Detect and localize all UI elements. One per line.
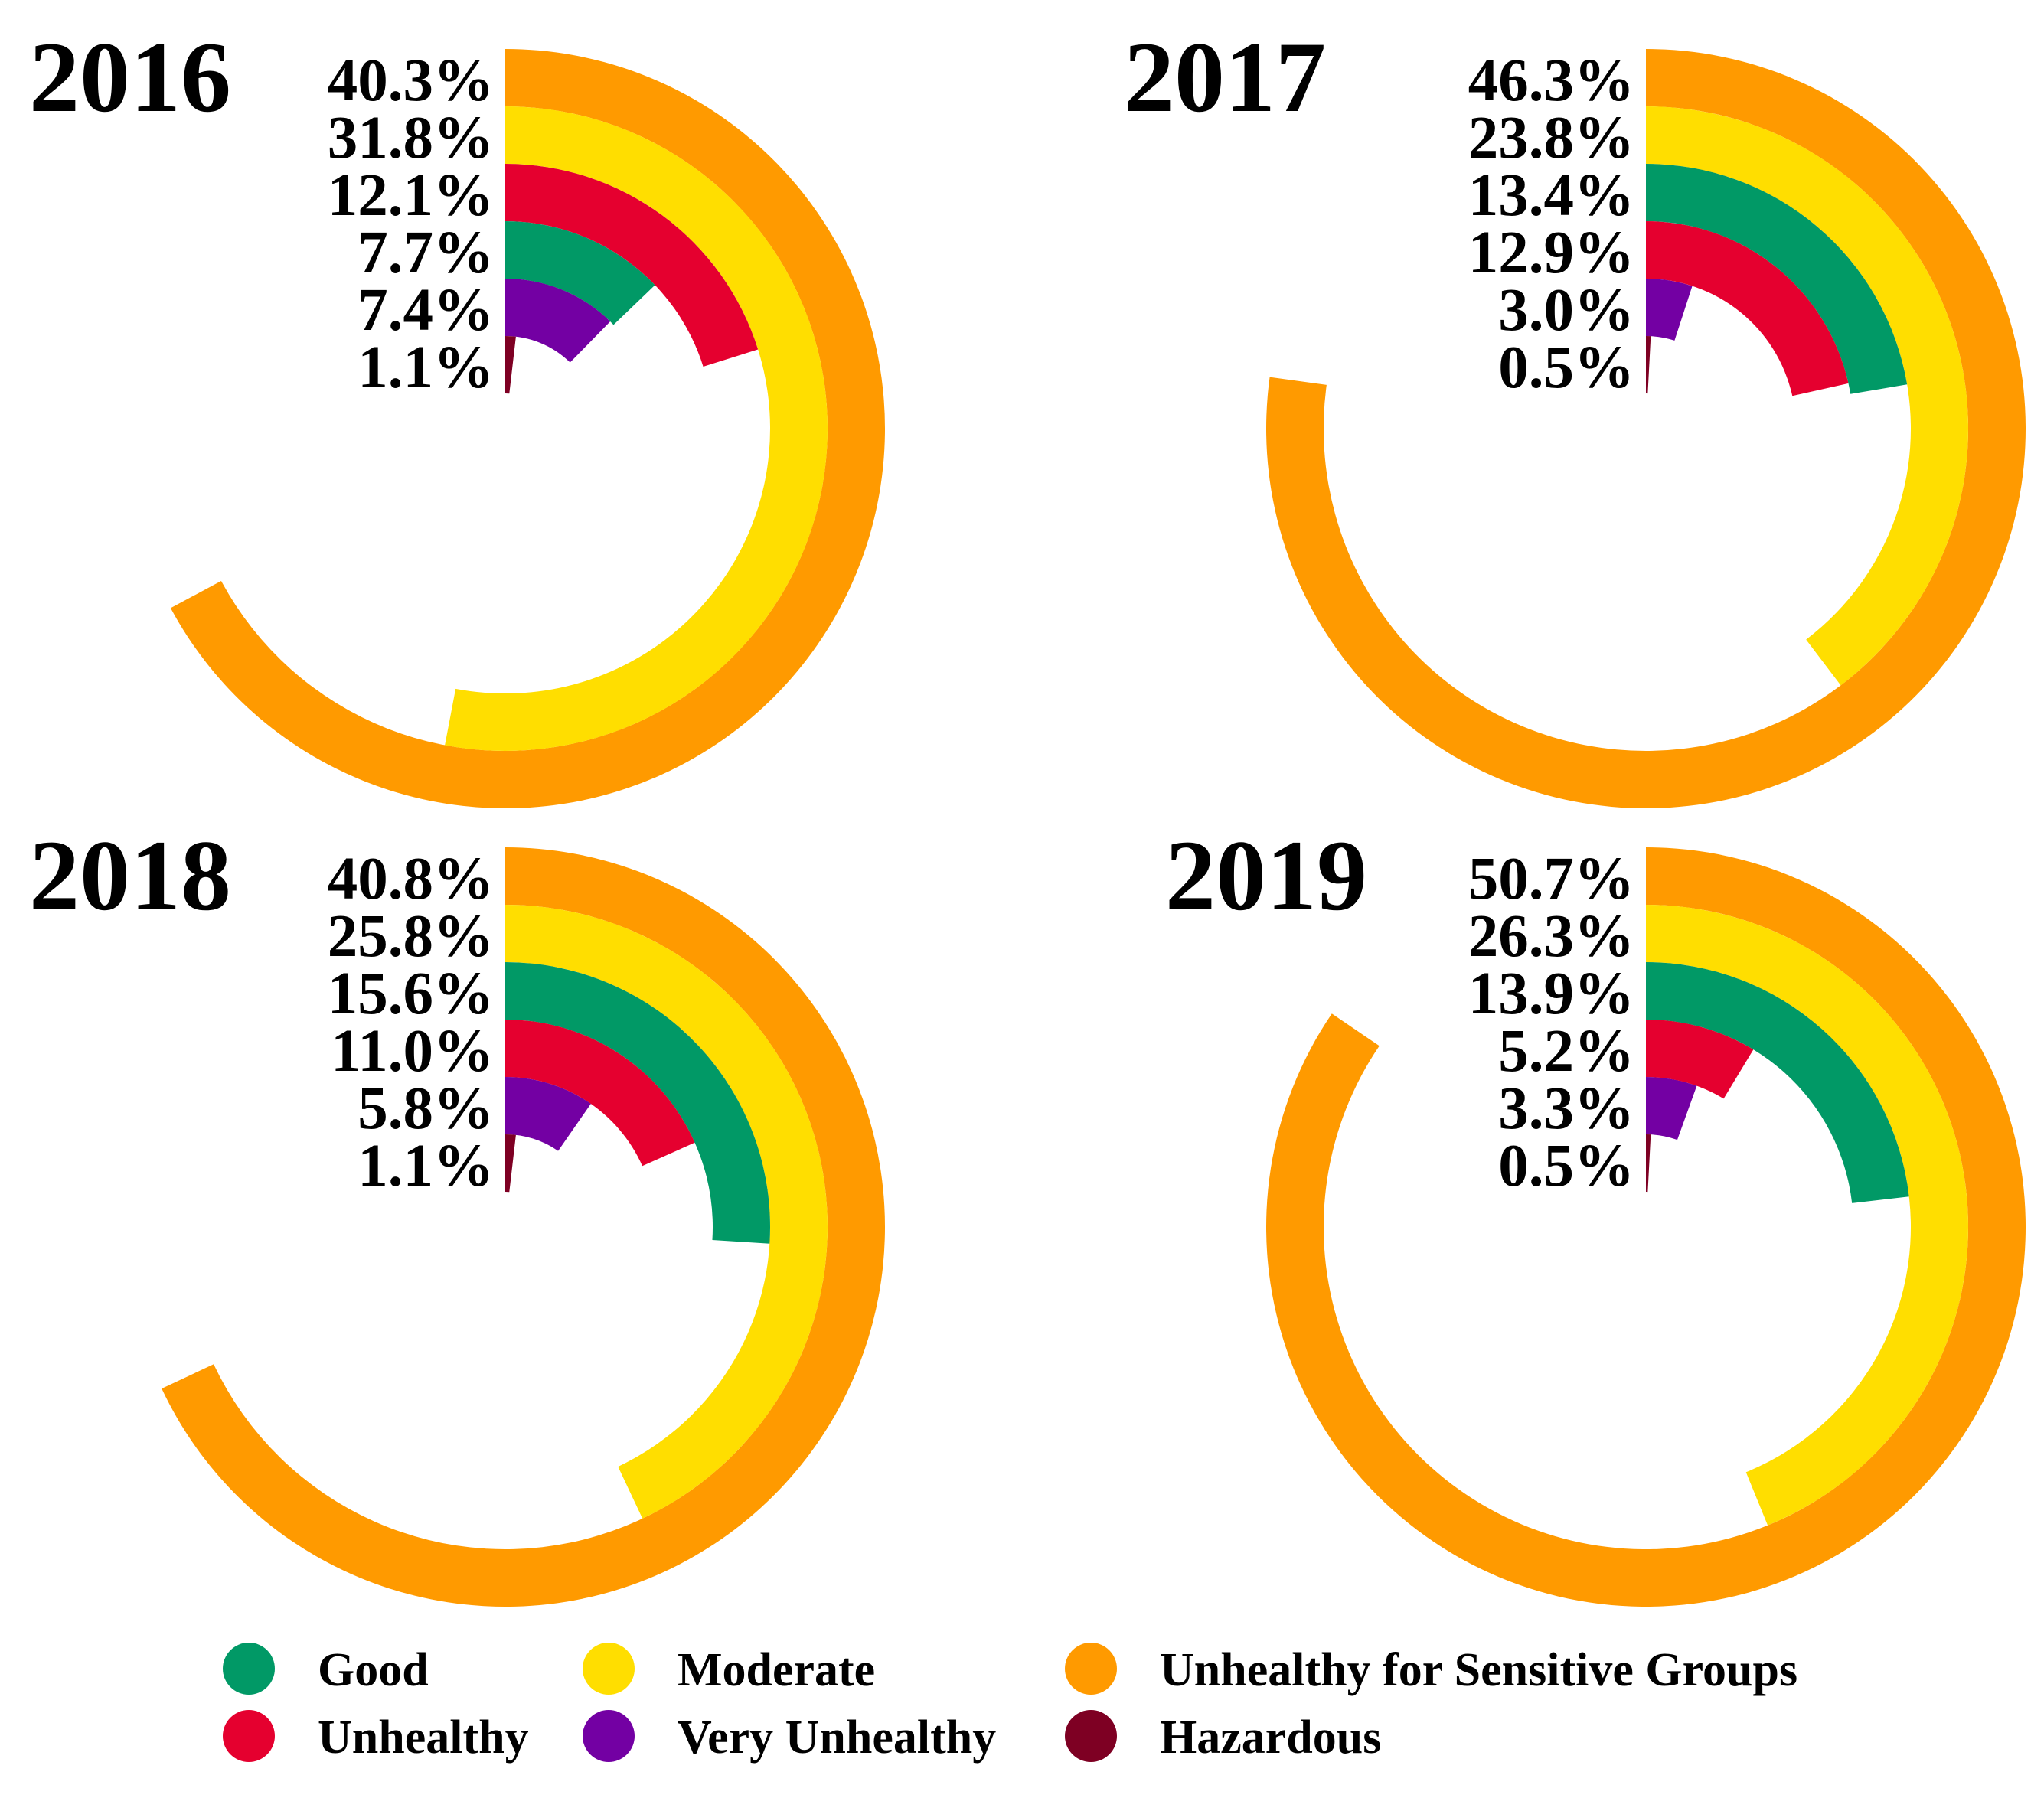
radial-bar-2018-unhealthy (505, 1020, 695, 1167)
value-label-2017-moderate: 23.8% (1468, 105, 1634, 171)
value-label-2016-hazardous: 1.1% (358, 334, 494, 401)
legend-label-unhealthy: Unhealthy (318, 1712, 529, 1764)
legend-swatch-good (223, 1643, 275, 1695)
legend-label-good: Good (318, 1644, 429, 1696)
radial-bar-2016-moderate (445, 106, 828, 751)
value-label-2018-moderate: 25.8% (328, 903, 494, 970)
legend-item-unhealthy: Unhealthy (223, 1710, 529, 1764)
legend-item-hazardous: Hazardous (1065, 1710, 1381, 1764)
chart-panel-2019: 50.7%26.3%13.9%5.2%3.3%0.5% 2019 (1165, 819, 2026, 1607)
legend-label-very-unhealthy: Very Unhealthy (678, 1712, 996, 1764)
value-label-2016-good: 7.7% (358, 220, 494, 286)
radial-bar-2019-good (1646, 962, 1909, 1203)
radial-bar-2018-moderate (505, 905, 828, 1519)
value-label-2017-unhealthy: 12.9% (1468, 220, 1634, 286)
radial-bar-2016-unhealthy (505, 164, 759, 367)
legend-swatch-unhealthy (223, 1710, 275, 1762)
legend-label-unhealthy-for-sensitive-groups: Unhealthy for Sensitive Groups (1160, 1644, 1797, 1696)
value-label-2019-unhealthy: 5.2% (1498, 1018, 1634, 1085)
radial-bar-2018-hazardous (505, 1134, 516, 1193)
radial-bar-2017-very-unhealthy (1646, 279, 1693, 341)
radial-bar-2018-very-unhealthy (505, 1077, 591, 1151)
value-label-2016-unhealthy-for-sensitive-groups: 40.3% (328, 47, 494, 114)
legend-label-hazardous: Hazardous (1160, 1712, 1381, 1764)
radial-bar-2019-moderate (1646, 904, 1969, 1526)
value-label-2016-unhealthy: 12.1% (328, 162, 494, 229)
value-label-2017-unhealthy-for-sensitive-groups: 46.3% (1468, 47, 1634, 114)
value-label-2017-very-unhealthy: 3.0% (1498, 277, 1634, 344)
radial-bar-2016-hazardous (505, 336, 516, 394)
legend-swatch-very-unhealthy (583, 1710, 635, 1762)
value-label-2018-good: 15.6% (328, 961, 494, 1027)
value-label-2019-unhealthy-for-sensitive-groups: 50.7% (1468, 846, 1634, 912)
value-label-2017-hazardous: 0.5% (1498, 334, 1634, 401)
panel-title-2017: 2017 (1124, 21, 1326, 133)
panel-title-2019: 2019 (1165, 819, 1367, 932)
radial-bar-2017-unhealthy (1646, 221, 1849, 396)
radial-bar-2017-good (1646, 164, 1908, 394)
radial-bar-2018-good (505, 962, 770, 1244)
legend-item-unhealthy-for-sensitive-groups: Unhealthy for Sensitive Groups (1065, 1643, 1797, 1696)
radial-bar-2016-very-unhealthy (505, 279, 611, 363)
legend-item-moderate: Moderate (583, 1643, 875, 1696)
panel-title-2018: 2018 (29, 819, 231, 932)
legend-item-good: Good (223, 1643, 429, 1696)
legend-swatch-moderate (583, 1643, 635, 1695)
radial-bar-2017-hazardous (1646, 336, 1651, 394)
legend-swatch-unhealthy-for-sensitive-groups (1065, 1643, 1117, 1695)
radial-bar-2019-hazardous (1646, 1134, 1651, 1193)
value-label-2019-good: 13.9% (1468, 961, 1634, 1027)
chart-panel-2016: 40.3%31.8%12.1%7.7%7.4%1.1% 2016 (29, 21, 886, 808)
chart-panel-2018: 40.8%25.8%15.6%11.0%5.8%1.1% 2018 (29, 819, 885, 1607)
panel-title-2016: 2016 (29, 21, 231, 133)
legend-label-moderate: Moderate (678, 1644, 875, 1696)
value-label-2019-hazardous: 0.5% (1498, 1133, 1634, 1199)
chart-panel-2017: 46.3%23.8%13.4%12.9%3.0%0.5% 2017 (1124, 21, 2026, 809)
value-label-2016-very-unhealthy: 7.4% (358, 277, 494, 344)
value-label-2016-moderate: 31.8% (328, 105, 494, 171)
value-label-2019-moderate: 26.3% (1468, 903, 1634, 970)
value-label-2019-very-unhealthy: 3.3% (1498, 1075, 1634, 1142)
radial-bar-2019-very-unhealthy (1646, 1077, 1697, 1140)
radial-bar-2016-good (505, 221, 655, 325)
legend: Good Moderate Unhealthy for Sensitive Grou… (223, 1643, 1797, 1764)
value-label-2018-unhealthy-for-sensitive-groups: 40.8% (328, 846, 494, 912)
legend-swatch-hazardous (1065, 1710, 1117, 1762)
value-label-2018-unhealthy: 11.0% (331, 1018, 494, 1085)
radial-bar-2017-moderate (1646, 106, 1968, 686)
value-label-2017-good: 13.4% (1468, 162, 1634, 229)
legend-item-very-unhealthy: Very Unhealthy (583, 1710, 996, 1764)
value-label-2018-very-unhealthy: 5.8% (358, 1075, 494, 1142)
value-label-2018-hazardous: 1.1% (358, 1133, 494, 1199)
radial-bar-2019-unhealthy (1646, 1020, 1754, 1099)
